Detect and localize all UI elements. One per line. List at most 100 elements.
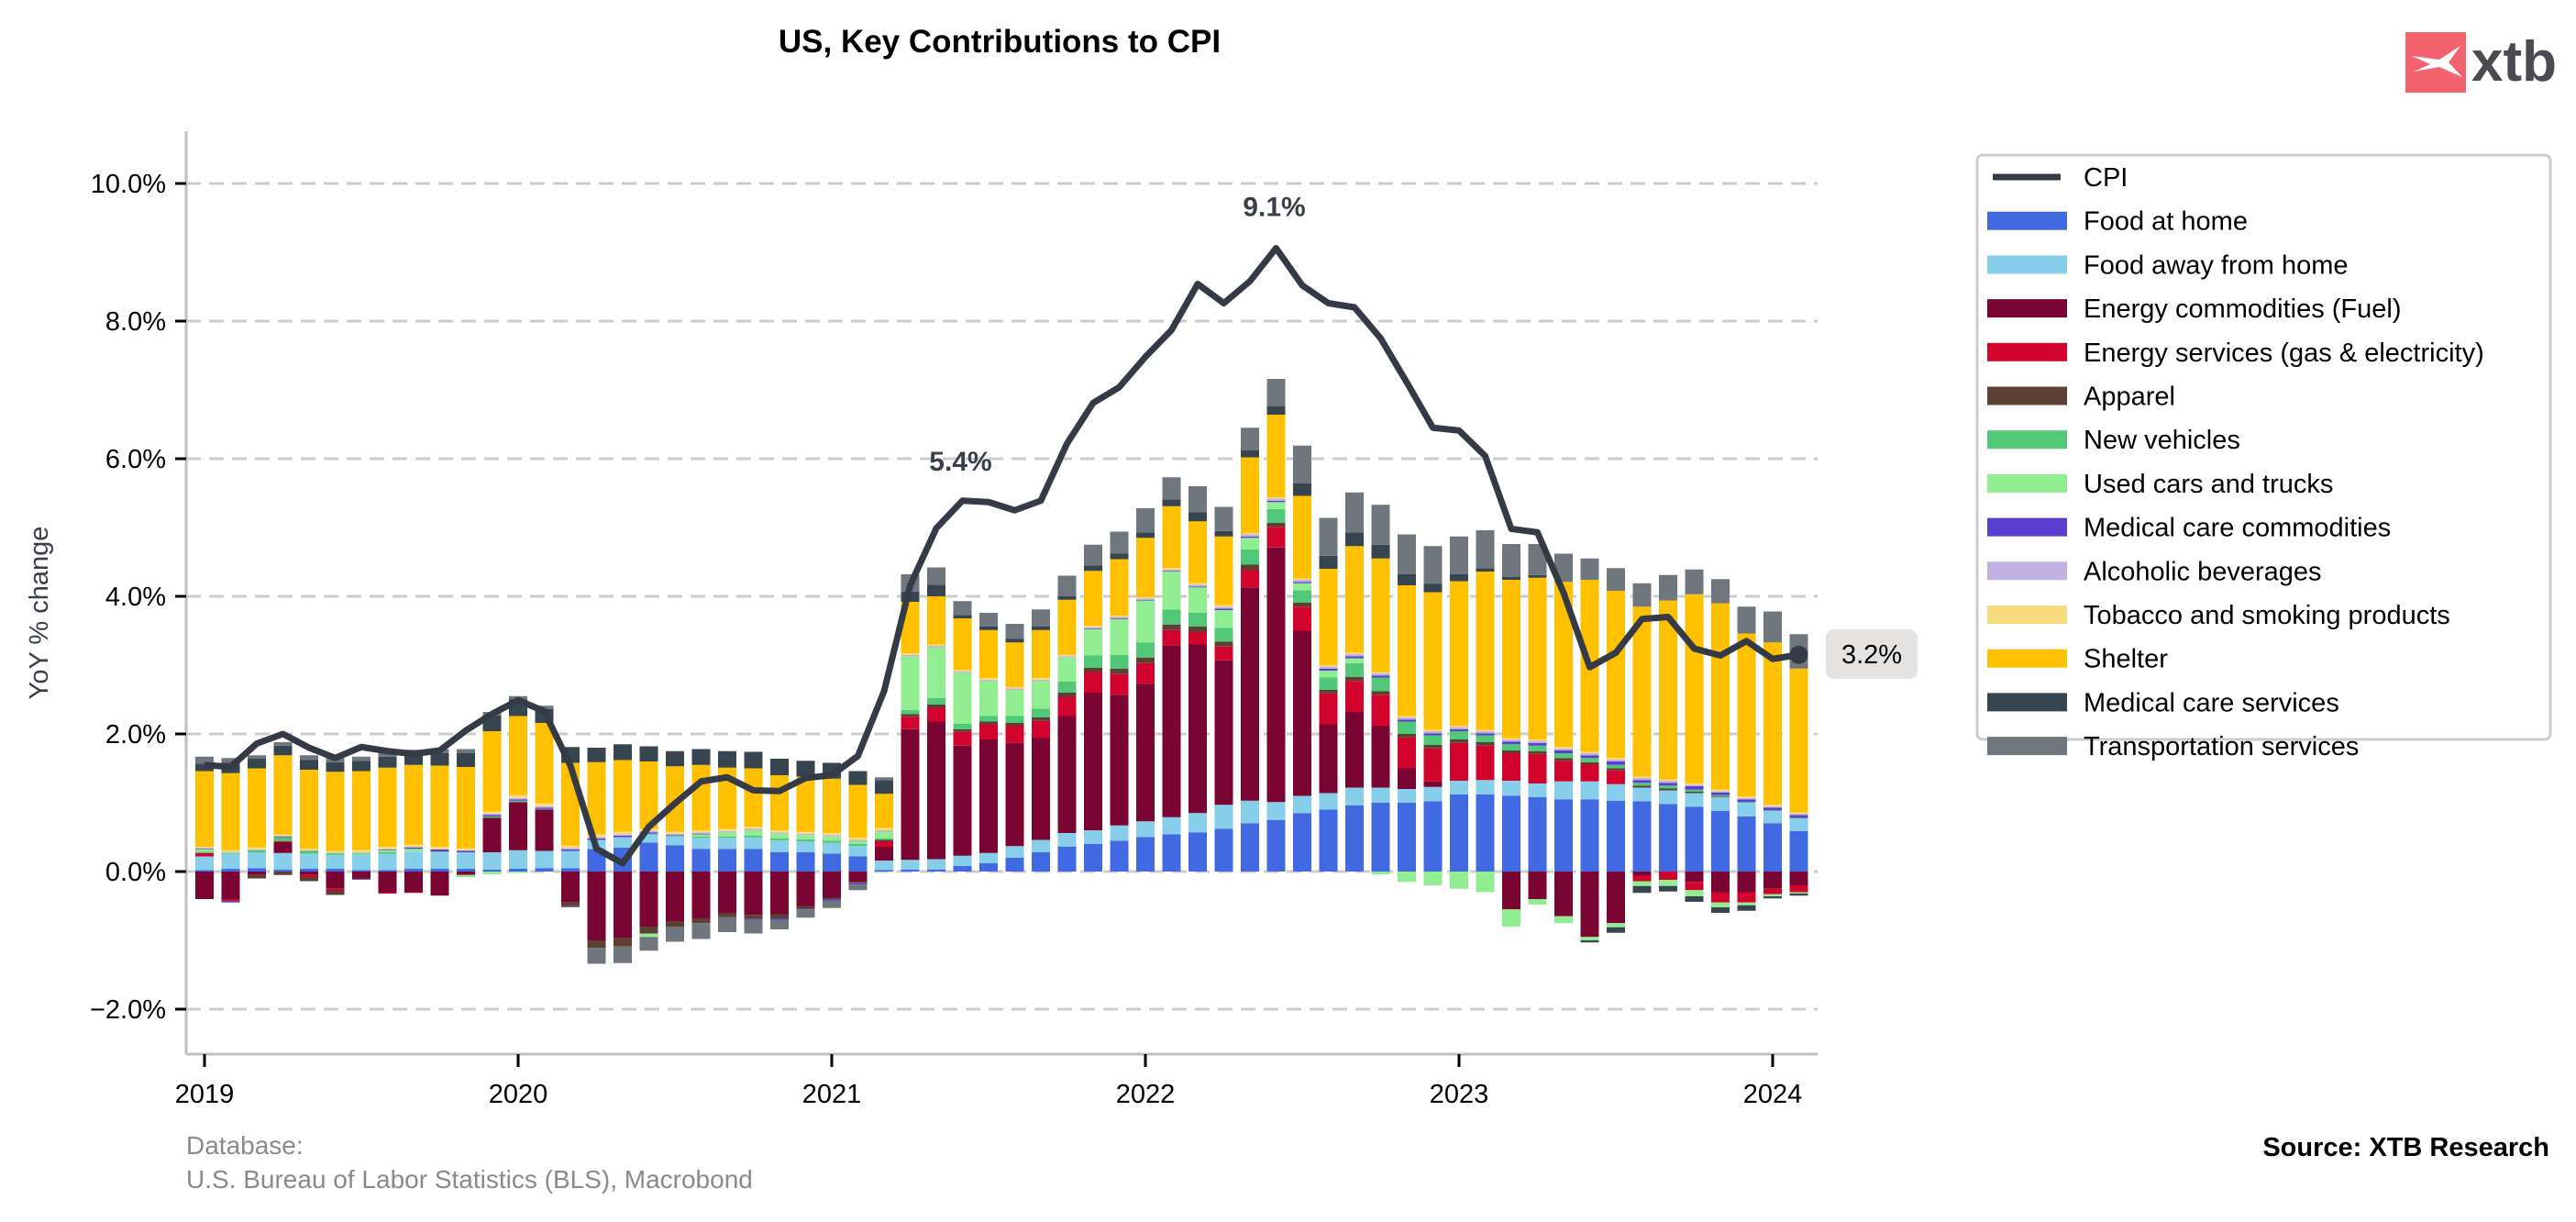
bar-segment-food-away-from-home — [1423, 786, 1443, 802]
bar-segment-new-vehicles — [1502, 744, 1520, 750]
bar-segment-tobacco-and-smoking-products — [796, 831, 815, 834]
bar-segment-tobacco-and-smoking-products — [352, 850, 370, 852]
bar-segment-food-away-from-home — [457, 852, 475, 869]
bar-segment-used-cars-and-trucks — [1528, 899, 1547, 905]
bar-segment-used-cars-and-trucks — [1057, 657, 1077, 682]
bar-segment-tobacco-and-smoking-products — [718, 828, 736, 831]
bar-segment-used-cars-and-trucks — [1632, 881, 1652, 886]
bar-segment-food-away-from-home — [300, 853, 318, 869]
bar-segment-food-away-from-home — [823, 842, 841, 854]
bar-segment-shelter — [221, 772, 240, 850]
bar-segment-food-at-home — [457, 869, 475, 872]
bar-segment-transportation-services — [1162, 477, 1181, 500]
bar-segment-new-vehicles — [1607, 764, 1625, 769]
bar-segment-new-vehicles — [1580, 758, 1599, 762]
bar-segment-tobacco-and-smoking-products — [273, 834, 293, 836]
bar-segment-used-cars-and-trucks — [1241, 538, 1259, 550]
bar-segment-new-vehicles — [1162, 609, 1181, 625]
bar-segment-tobacco-and-smoking-products — [744, 827, 763, 829]
bar-segment-used-cars-and-trucks — [848, 841, 868, 844]
bar-segment-medical-care-commodities — [273, 836, 293, 838]
bar-segment-medical-care-commodities — [1293, 582, 1311, 583]
bar-segment-apparel — [1554, 758, 1573, 761]
bar-segment-alcoholic-beverages — [953, 671, 972, 673]
bar-segment-food-at-home — [1554, 799, 1573, 872]
legend-item-cpi: CPI — [1993, 163, 2128, 193]
bar-segment-energy-commodities-fuel — [561, 872, 580, 903]
y-tick-label: 4.0% — [105, 583, 166, 612]
bar-segment-alcoholic-beverages — [1162, 569, 1181, 572]
bar-segment-new-vehicles — [639, 833, 658, 835]
legend-swatch — [1987, 517, 2067, 537]
bar-segment-medical-care-services — [352, 761, 370, 772]
bar-segment-used-cars-and-trucks — [1319, 671, 1338, 678]
bar-segment-energy-services-gas-electricity — [1084, 672, 1102, 693]
bar-segment-food-away-from-home — [248, 852, 266, 869]
bar-segment-food-at-home — [1032, 852, 1050, 872]
xtb-logo-x-glyph — [2412, 46, 2462, 77]
legend-item-alcoholic-beverages: Alcoholic beverages — [1987, 557, 2322, 586]
bar-segment-food-at-home — [1423, 801, 1443, 872]
bar-segment-medical-care-commodities — [1554, 750, 1573, 753]
bar-segment-energy-commodities-fuel — [1763, 872, 1782, 889]
bar-segment-used-cars-and-trucks — [1084, 629, 1102, 656]
bar-segment-energy-commodities-fuel — [1789, 872, 1808, 885]
bar-segment-apparel — [1345, 676, 1364, 682]
bar-segment-energy-commodities-fuel — [248, 872, 266, 875]
bar-segment-medical-care-services — [718, 750, 736, 768]
bar-segment-new-vehicles — [1763, 810, 1782, 811]
bar-segment-tobacco-and-smoking-products — [901, 653, 920, 655]
bar-segment-new-vehicles — [1659, 785, 1677, 789]
bar-segment-new-vehicles — [718, 836, 736, 839]
bar-segment-alcoholic-beverages — [1110, 617, 1129, 618]
x-tick-label: 2019 — [175, 1080, 235, 1109]
bar-segment-medical-care-commodities — [770, 918, 789, 920]
bar-segment-tobacco-and-smoking-products — [1528, 739, 1547, 741]
bar-segment-alcoholic-beverages — [1398, 717, 1416, 720]
bar-segment-alcoholic-beverages — [666, 833, 684, 836]
bar-segment-shelter — [614, 760, 632, 832]
bar-segment-energy-services-gas-electricity — [1345, 681, 1364, 712]
cpi-line — [204, 245, 1800, 867]
bar-segment-shelter — [1293, 495, 1311, 579]
bar-segment-used-cars-and-trucks — [1685, 890, 1704, 896]
bar-segment-alcoholic-beverages — [796, 833, 815, 836]
bar-segment-energy-commodities-fuel — [1266, 547, 1286, 803]
bar-segment-medical-care-commodities — [509, 799, 527, 801]
bar-segment-transportation-services — [1345, 492, 1364, 533]
legend-label: Tobacco and smoking products — [2084, 601, 2450, 630]
bar-segment-transportation-services — [1293, 445, 1311, 483]
bar-segment-food-at-home — [221, 869, 240, 872]
bar-segment-transportation-services — [848, 884, 868, 891]
bar-segment-energy-commodities-fuel — [1005, 742, 1024, 847]
bar-segment-apparel — [1057, 693, 1077, 697]
bar-segment-alcoholic-beverages — [1528, 740, 1547, 743]
bar-segment-medical-care-services — [1371, 544, 1390, 559]
bar-segment-food-away-from-home — [1632, 787, 1652, 802]
bar-segment-tobacco-and-smoking-products — [691, 830, 711, 833]
bar-segment-new-vehicles — [1737, 802, 1756, 803]
bar-segment-medical-care-services — [1580, 940, 1599, 943]
bar-segment-new-vehicles — [1110, 654, 1129, 669]
bar-segment-transportation-services — [953, 601, 972, 616]
bar-segment-energy-services-gas-electricity — [979, 724, 998, 739]
bar-segment-medical-care-services — [666, 750, 684, 767]
bar-segment-energy-services-gas-electricity — [1476, 745, 1495, 781]
bar-segment-energy-commodities-fuel — [326, 872, 345, 889]
bar-segment-energy-services-gas-electricity — [1450, 742, 1468, 781]
bar-segment-energy-services-gas-electricity — [273, 841, 293, 842]
bar-segment-new-vehicles — [509, 800, 527, 803]
bar-segment-energy-services-gas-electricity — [1005, 726, 1024, 743]
bar-segment-tobacco-and-smoking-products — [1607, 758, 1625, 760]
bar-segment-tobacco-and-smoking-products — [1659, 779, 1677, 781]
bar-segment-food-at-home — [1162, 834, 1181, 872]
bar-segment-used-cars-and-trucks — [770, 833, 789, 839]
bar-segment-food-away-from-home — [1580, 781, 1599, 800]
bar-segment-new-vehicles — [248, 850, 266, 852]
bar-segment-food-at-home — [718, 849, 736, 872]
bar-segment-energy-services-gas-electricity — [1632, 875, 1652, 882]
bar-segment-food-away-from-home — [1398, 789, 1416, 803]
bar-segment-alcoholic-beverages — [457, 850, 475, 851]
bar-segment-new-vehicles — [273, 837, 293, 841]
